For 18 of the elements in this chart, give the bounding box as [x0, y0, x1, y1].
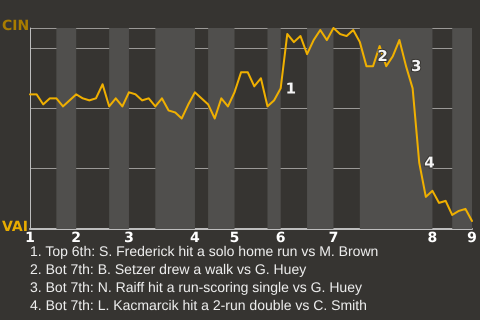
annotation: 1 [286, 79, 296, 98]
text: 3. Bot 7th: N. Raiff hit a run-scoring single vs G. Huey [30, 279, 362, 295]
x-tick-label: 7 [328, 230, 338, 246]
annotation: 3 [411, 57, 422, 76]
annotation: 4 [424, 154, 435, 172]
text: VAI [2, 219, 28, 235]
x-tick-label: 8 [428, 230, 438, 246]
text: CIN [2, 18, 30, 34]
x-tick-label: 2 [71, 230, 82, 246]
text: 4. Bot 7th: L. Kacmarcik hit a 2-run double vs C. Smith [30, 297, 367, 313]
x-tick-label: 9 [467, 230, 477, 246]
text: 2. Bot 7th: B. Setzer drew a walk vs G. Huey [30, 261, 306, 277]
x-tick-label: 5 [230, 230, 240, 246]
x-tick-label: 3 [124, 230, 134, 246]
text: 1. Top 6th: S. Frederick hit a solo home run vs M. Brown [30, 243, 378, 259]
x-tick-label: 6 [276, 230, 286, 246]
x-tick-label: 4 [190, 230, 200, 246]
x-tick-label: 1 [25, 230, 35, 246]
